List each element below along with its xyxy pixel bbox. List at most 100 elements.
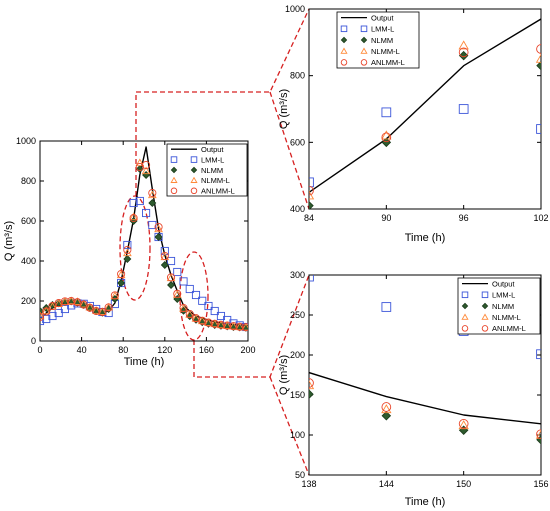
y-tick-label: 400	[21, 256, 36, 266]
point-lmm	[198, 296, 207, 305]
chart-main: 0 40 80 120 160 200 0 200 400 600 800 1000 Time (h) Q…	[3, 136, 256, 368]
legend-marker-lmm	[360, 25, 368, 33]
point-nlmm	[536, 60, 541, 71]
legend-marker-anlmml	[481, 325, 489, 332]
legend-label-anlmml: ANLMM-L	[492, 324, 526, 333]
point-nlmm	[167, 281, 176, 289]
point-anlmml	[241, 323, 248, 332]
x-tick-label: 0	[37, 345, 42, 355]
point-anlmml	[309, 378, 314, 388]
legend-marker-nlmml	[481, 313, 489, 320]
point-anlmml	[110, 291, 119, 300]
point-anlmml	[92, 306, 101, 316]
point-nlmml	[154, 224, 163, 233]
point-nlmml	[85, 302, 95, 311]
point-lmm	[173, 267, 182, 277]
point-anlmml	[204, 318, 213, 327]
point-anlmml	[117, 269, 126, 279]
point-nlmml	[197, 316, 207, 325]
x-tick-label: 144	[379, 479, 394, 489]
legend-marker-nlmm	[190, 166, 198, 174]
series-output-line	[309, 18, 541, 193]
point-lmm	[166, 256, 176, 266]
point-nlmml	[135, 158, 145, 167]
point-lmm	[179, 277, 188, 286]
point-lmm	[381, 302, 392, 312]
point-nlmml	[66, 296, 76, 305]
point-anlmml	[85, 303, 94, 312]
point-anlmml	[104, 303, 113, 312]
point-nlmm	[309, 200, 314, 209]
point-lmm	[309, 177, 314, 188]
legend-marker-lmm	[461, 291, 469, 299]
point-nlmm	[117, 279, 126, 287]
point-anlmml	[154, 222, 163, 232]
point-anlmml	[40, 312, 45, 322]
legend-label-nlmml: NLMM-L	[492, 313, 521, 322]
legend-marker-lmm	[340, 25, 348, 33]
legend-label-output: Output	[371, 13, 394, 22]
legend-label-lmm: LMM-L	[371, 25, 394, 34]
legend-box	[336, 11, 420, 69]
y-tick-label: 800	[290, 71, 305, 81]
point-anlmml	[458, 418, 469, 429]
point-nlmml	[141, 166, 151, 175]
y-axis-title: Q (m³/s)	[3, 221, 15, 261]
point-anlmml	[381, 132, 392, 143]
point-anlmml	[98, 307, 107, 317]
point-anlmml	[536, 44, 541, 54]
y-tick-label: 50	[295, 470, 305, 480]
x-tick-label: 156	[533, 479, 548, 489]
point-lmm	[185, 284, 194, 294]
y-tick-label: 600	[290, 137, 305, 147]
point-lmm	[309, 275, 314, 282]
y-tick-label: 0	[31, 336, 36, 346]
legend-marker-nlmm	[461, 302, 469, 310]
point-anlmml	[210, 319, 219, 328]
point-anlmml	[381, 402, 392, 412]
legend-marker-lmm	[170, 156, 178, 163]
point-nlmml	[73, 297, 82, 305]
point-nlmml	[216, 320, 226, 329]
point-nlmml	[235, 322, 245, 331]
point-anlmml	[142, 160, 151, 170]
legend-marker-nlmml	[360, 47, 368, 54]
legend-marker-nlmm	[170, 166, 178, 174]
point-nlmm	[135, 165, 144, 173]
point-anlmml	[79, 300, 88, 309]
point-nlmml	[41, 306, 51, 315]
point-anlmml	[42, 307, 51, 316]
point-anlmml	[60, 297, 70, 306]
point-lmm	[40, 316, 45, 326]
point-nlmml	[222, 321, 232, 329]
point-nlmml	[204, 318, 213, 326]
point-nlmml	[309, 380, 315, 390]
point-lmm	[142, 208, 151, 218]
point-nlmml	[104, 302, 114, 311]
point-nlmm	[142, 171, 151, 179]
point-anlmml	[67, 296, 76, 306]
y-tick-label: 600	[21, 216, 36, 226]
x-tick-label: 40	[77, 345, 87, 355]
legend-marker-nlmm	[340, 36, 348, 44]
legend-marker-nlmml	[340, 47, 348, 54]
point-anlmml	[198, 316, 207, 325]
x-tick-label: 120	[157, 345, 172, 355]
x-tick-label: 84	[304, 213, 314, 223]
x-tick-label: 90	[381, 213, 391, 223]
point-nlmml	[122, 248, 132, 257]
connector-lower-bottom	[269, 376, 310, 476]
legend-marker-anlmml	[340, 59, 348, 66]
y-tick-label: 400	[290, 204, 305, 214]
chart-zoom-lower: 138 144 150 156 50 100 150 200 250 300 Time (h) Q (…	[278, 270, 549, 508]
connector-upper-bottom	[269, 91, 310, 210]
legend-marker-nlmm	[481, 302, 489, 310]
y-tick-label: 800	[21, 176, 36, 186]
point-anlmml	[135, 162, 144, 172]
legend-marker-nlmm	[360, 36, 368, 44]
point-nlmml	[535, 429, 541, 439]
point-anlmml	[536, 429, 541, 440]
